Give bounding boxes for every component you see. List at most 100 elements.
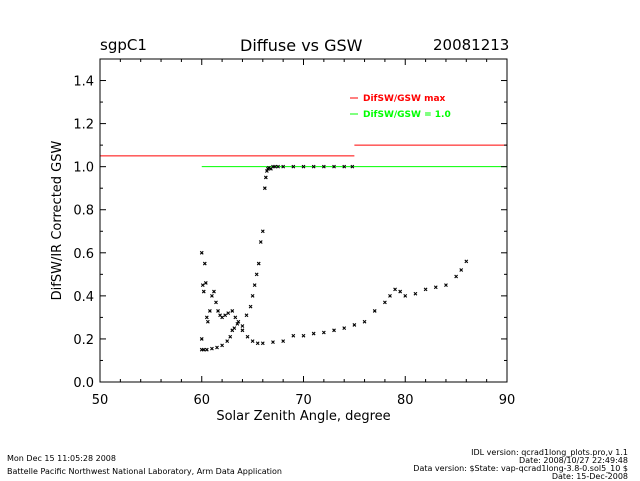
data-point <box>332 328 336 333</box>
data-point <box>398 289 403 294</box>
legend-label: DifSW/GSW = 1.0 <box>363 110 451 120</box>
data-point <box>228 334 233 339</box>
data-point <box>260 229 265 234</box>
data-point <box>203 281 208 285</box>
data-point <box>216 309 220 313</box>
data-point <box>273 164 277 169</box>
x-tick-label: 50 <box>92 393 109 408</box>
data-point <box>311 164 316 169</box>
data-point <box>383 300 387 305</box>
data-point <box>262 186 267 191</box>
site-label: sgpC1 <box>100 36 147 54</box>
data-point <box>210 293 214 298</box>
data-point <box>254 272 259 277</box>
data-point <box>321 164 326 169</box>
data-point <box>201 289 206 294</box>
x-tick-label: 70 <box>295 393 312 408</box>
data-point <box>459 268 464 272</box>
data-point <box>276 164 280 169</box>
data-point <box>350 164 355 169</box>
data-point <box>260 341 265 346</box>
lab-credit: Battelle Pacific Northwest National Labo… <box>7 467 282 476</box>
data-point <box>202 261 207 266</box>
data-point <box>433 285 438 290</box>
y-tick-label: 0.0 <box>73 376 94 391</box>
data-point <box>225 339 230 343</box>
data-point <box>210 346 214 351</box>
data-point <box>271 340 275 345</box>
data-point <box>244 313 249 318</box>
data-point <box>342 326 347 331</box>
x-tick-label: 90 <box>499 393 516 408</box>
x-tick-label: 80 <box>397 393 414 408</box>
y-tick-label: 0.8 <box>73 204 94 219</box>
data-point <box>403 293 408 298</box>
run-date: Mon Dec 15 11:05:28 2008 <box>7 454 116 463</box>
y-tick-label: 0.4 <box>73 290 94 305</box>
data-point <box>235 321 240 326</box>
data-point <box>342 164 347 169</box>
data-point <box>250 339 255 343</box>
data-point <box>214 300 218 305</box>
data-point <box>199 250 204 255</box>
legend-label: DifSW/GSW max <box>363 94 446 104</box>
x-tick-label: 60 <box>193 393 210 408</box>
data-point <box>281 339 286 343</box>
y-axis-label: DifSW/IR Corrected GSW <box>50 141 65 301</box>
data-point <box>200 283 205 287</box>
y-tick-label: 0.6 <box>73 247 94 262</box>
data-point <box>233 315 238 320</box>
data-point <box>256 261 261 266</box>
data-point <box>230 309 235 313</box>
data-point <box>321 330 326 335</box>
y-tick-label: 1.2 <box>73 118 94 133</box>
data-point <box>454 274 459 279</box>
y-tick-label: 1.0 <box>73 161 94 176</box>
data-point <box>413 291 418 296</box>
data-point <box>372 309 377 313</box>
data-point <box>444 283 448 287</box>
data-point <box>236 319 241 324</box>
data-version: Data version: $State: vap-qcrad1long-3.8… <box>413 464 628 473</box>
data-point <box>212 289 216 294</box>
plot-frame <box>99 58 508 383</box>
idl-date: Date: 2008/10/27 22:49:48 <box>519 456 628 465</box>
data-point <box>252 283 257 287</box>
data-point <box>250 293 255 298</box>
data-point <box>393 287 397 292</box>
data-point <box>205 319 210 324</box>
data-point <box>311 331 316 336</box>
data-point <box>267 165 271 170</box>
x-axis-label: Solar Zenith Angle, degree <box>216 409 390 424</box>
data-point <box>240 324 245 328</box>
date-label: 20081213 <box>433 36 510 54</box>
data-point <box>332 164 336 169</box>
data-point <box>204 347 209 352</box>
data-point <box>352 323 357 327</box>
data-point <box>291 164 296 169</box>
data-point <box>204 315 209 320</box>
data-date: Date: 15-Dec-2008 <box>551 472 628 481</box>
data-point <box>464 259 469 264</box>
data-point <box>264 169 269 173</box>
data-point <box>258 240 263 244</box>
y-tick-label: 0.2 <box>73 333 94 348</box>
data-point <box>232 326 237 331</box>
data-point <box>362 319 367 324</box>
idl-version: IDL version: qcrad1long_plots.pro,v 1.1 <box>471 448 628 457</box>
data-point <box>291 333 296 338</box>
chart-title: Diffuse vs GSW <box>240 36 363 55</box>
data-point <box>245 334 250 339</box>
data-point <box>423 287 428 292</box>
data-point <box>301 333 306 338</box>
data-point <box>281 164 286 169</box>
data-point <box>301 164 306 169</box>
data-point <box>240 328 245 333</box>
data-point <box>220 343 224 348</box>
y-tick-label: 1.4 <box>73 75 94 90</box>
data-point <box>215 345 219 350</box>
data-point <box>208 309 212 313</box>
data-point <box>388 293 392 298</box>
data-point <box>263 175 268 180</box>
